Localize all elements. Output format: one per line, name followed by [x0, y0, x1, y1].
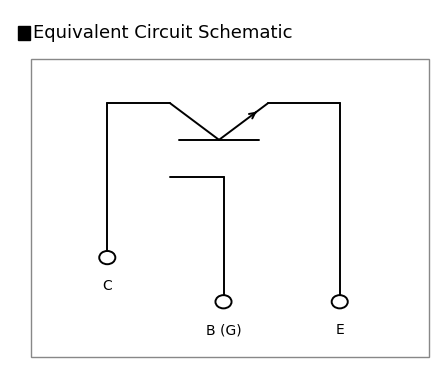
Circle shape	[332, 295, 348, 308]
Text: E: E	[335, 323, 344, 337]
Text: B (G): B (G)	[206, 323, 241, 337]
Bar	[18, 26, 30, 40]
Bar	[31, 59, 429, 357]
Text: Equivalent Circuit Schematic: Equivalent Circuit Schematic	[33, 24, 293, 42]
Circle shape	[99, 251, 115, 264]
Text: C: C	[102, 279, 112, 293]
Circle shape	[215, 295, 232, 308]
